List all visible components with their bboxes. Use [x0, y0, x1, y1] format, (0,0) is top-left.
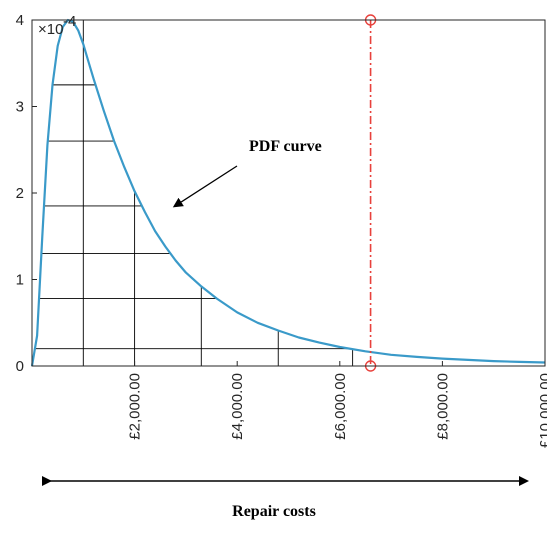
y-tick-label-1: 1: [16, 272, 24, 289]
x-tick-label-4000: £4,000.00: [229, 373, 246, 440]
annotation-pdf-curve: PDF curve: [249, 138, 322, 155]
x-axis-label: Repair costs: [232, 503, 316, 520]
annotation-arrow: [172, 165, 238, 208]
x-tick-label-10000: £10,000.00: [537, 373, 547, 448]
y-tick-label-4: 4: [16, 12, 24, 29]
x-tick-label-6000: £6,000.00: [332, 373, 349, 440]
y-exponent-power: -4: [63, 13, 76, 30]
range-arrow-layer: Repair costs: [42, 476, 529, 520]
x-tick-label-8000: £8,000.00: [434, 373, 451, 440]
y-axis: 0 1 2 3 4: [16, 12, 37, 375]
y-tick-label-2: 2: [16, 185, 24, 202]
plot-area: [32, 20, 545, 366]
series-layer: [30, 18, 546, 367]
x-axis: £2,000.00 £4,000.00 £6,000.00 £8,000.00 £10,…: [127, 361, 547, 448]
y-exponent-label: ×10: [38, 21, 63, 38]
grid-lines: [34, 20, 354, 366]
annotation-layer: PDF curve: [172, 138, 322, 208]
y-tick-label-0: 0: [16, 358, 24, 375]
y-tick-label-3: 3: [16, 99, 24, 116]
pdf-curve-line: [30, 18, 546, 367]
x-tick-label-2000: £2,000.00: [127, 373, 144, 440]
